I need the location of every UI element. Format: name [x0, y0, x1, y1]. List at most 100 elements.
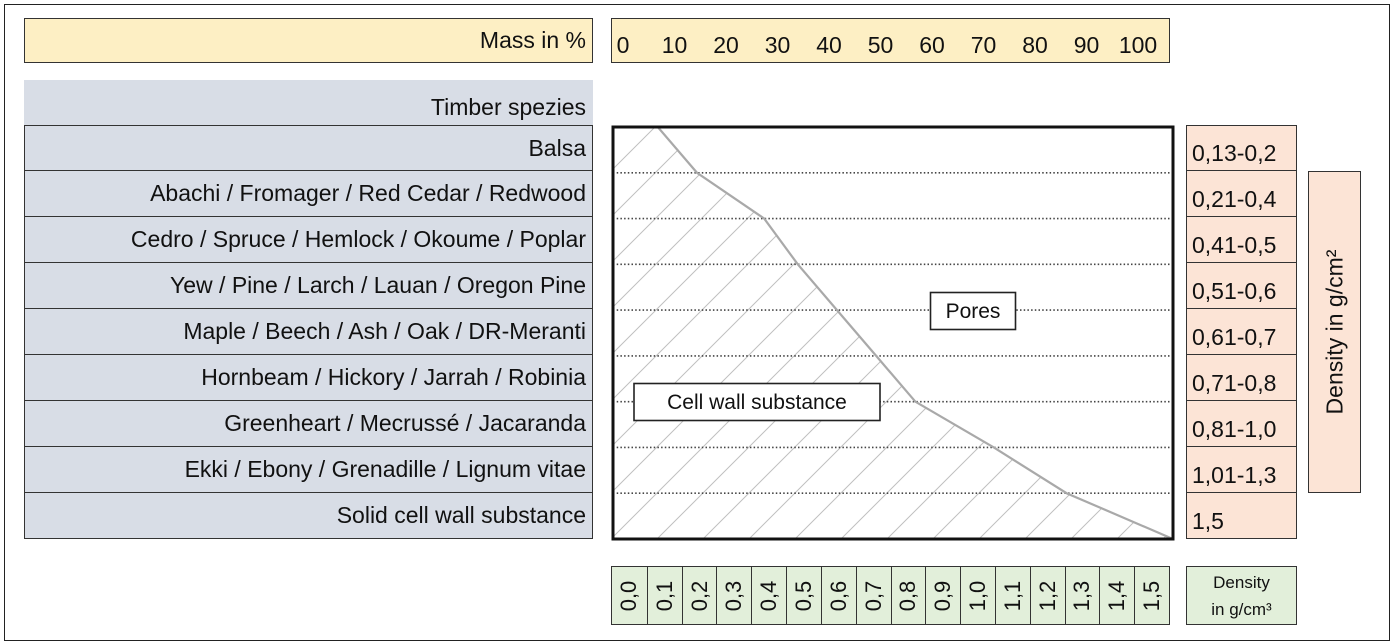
mass-axis-scale: 0 10 20 30 40 50 60 70 80 90 100 — [611, 18, 1170, 63]
density-tick: 0,0 — [612, 567, 647, 624]
density-tick: 1,1 — [994, 567, 1030, 624]
species-name: Solid cell wall substance — [336, 502, 586, 528]
density-list: 0,13-0,2 0,21-0,4 0,41-0,5 0,51-0,6 0,61… — [1186, 125, 1297, 539]
density-axis-unit-line2: in g/cm³ — [1211, 599, 1272, 619]
species-list: Balsa Abachi / Fromager / Red Cedar / Re… — [24, 125, 593, 539]
pores-label-box — [929, 291, 1017, 331]
density-value: 0,81-1,0 — [1192, 416, 1277, 442]
cell-wall-area — [613, 127, 1173, 539]
density-tick: 1,4 — [1099, 567, 1134, 624]
density-tick: 0,3 — [716, 567, 751, 624]
species-row: Hornbeam / Hickory / Jarrah / Robinia — [24, 355, 593, 401]
density-tick-label: 0,7 — [860, 580, 886, 611]
density-tick: 1,0 — [960, 567, 995, 624]
density-tick-label: 0,0 — [616, 580, 642, 611]
figure-frame — [4, 4, 1390, 641]
pores-label: Pores — [946, 300, 1001, 323]
species-row: Maple / Beech / Ash / Oak / DR-Meranti — [24, 309, 593, 355]
density-tick: 0,1 — [646, 567, 682, 624]
mass-axis-label: Mass in % — [24, 18, 593, 63]
density-tick-label: 1,0 — [965, 580, 991, 611]
species-row: Greenheart / Mecrussé / Jacaranda — [24, 401, 593, 447]
species-name: Hornbeam / Hickory / Jarrah / Robinia — [201, 364, 586, 390]
density-tick: 1,5 — [1134, 567, 1169, 624]
mass-tick-label: 70 — [970, 32, 997, 58]
cell-wall-label: Cell wall substance — [667, 391, 847, 414]
density-tick: 0,7 — [855, 567, 891, 624]
species-name: Ekki / Ebony / Grenadille / Lignum vitae — [184, 456, 586, 482]
mass-tick-label: 10 — [661, 32, 688, 58]
density-value: 0,61-0,7 — [1192, 324, 1277, 350]
species-header: Timber spezies — [24, 80, 593, 126]
density-tick-label: 0,4 — [756, 580, 782, 611]
chart-border — [611, 125, 1175, 541]
mass-tick-label: 0 — [616, 32, 630, 58]
density-tick: 1,3 — [1064, 567, 1100, 624]
density-cell: 1,01-1,3 — [1186, 447, 1297, 493]
density-tick: 1,2 — [1029, 567, 1065, 624]
density-value: 1,5 — [1192, 508, 1224, 534]
species-row: Balsa — [24, 125, 593, 171]
mass-tick-label: 40 — [816, 32, 842, 58]
density-tick: 0,4 — [751, 567, 786, 624]
species-name: Abachi / Fromager / Red Cedar / Redwood — [150, 180, 586, 206]
density-tick-label: 0,6 — [825, 580, 851, 611]
density-value: 0,21-0,4 — [1192, 186, 1277, 212]
density-cell: 1,5 — [1186, 493, 1297, 539]
species-name: Greenheart / Mecrussé / Jacaranda — [224, 410, 586, 436]
density-cell: 0,21-0,4 — [1186, 171, 1297, 217]
density-axis-unit: Density in g/cm³ — [1186, 566, 1297, 625]
cell-wall-label-box — [633, 382, 881, 422]
density-tick-label: 1,3 — [1069, 580, 1095, 611]
species-row: Yew / Pine / Larch / Lauan / Oregon Pine — [24, 263, 593, 309]
density-tick-label: 1,2 — [1034, 580, 1060, 611]
density-tick: 0,8 — [890, 567, 926, 624]
density-tick-label: 1,1 — [999, 580, 1025, 611]
density-tick: 0,5 — [786, 567, 821, 624]
density-tick: 0,9 — [925, 567, 960, 624]
species-row: Solid cell wall substance — [24, 493, 593, 539]
mass-tick-label: 90 — [1073, 32, 1100, 58]
density-value: 0,71-0,8 — [1192, 370, 1277, 396]
species-name: Yew / Pine / Larch / Lauan / Oregon Pine — [170, 272, 586, 298]
species-name: Cedro / Spruce / Hemlock / Okoume / Popl… — [130, 226, 586, 252]
mass-axis-label-text: Mass in % — [479, 27, 586, 53]
density-tick-label: 1,5 — [1139, 580, 1165, 611]
density-cell: 0,51-0,6 — [1186, 263, 1297, 309]
density-title: Density in g/cm² — [1308, 171, 1361, 493]
species-row: Cedro / Spruce / Hemlock / Okoume / Popl… — [24, 217, 593, 263]
mass-tick-label: 60 — [919, 32, 945, 58]
density-value: 0,13-0,2 — [1192, 140, 1277, 166]
density-tick-label: 0,8 — [895, 580, 921, 611]
density-tick-label: 0,2 — [686, 580, 712, 611]
mass-tick-label: 20 — [713, 32, 739, 58]
species-name: Balsa — [528, 134, 586, 161]
density-tick-label: 0,1 — [651, 580, 677, 611]
species-row: Abachi / Fromager / Red Cedar / Redwood — [24, 171, 593, 217]
density-cell: 0,61-0,7 — [1186, 309, 1297, 355]
mass-tick-label: 50 — [867, 32, 894, 58]
density-value: 0,51-0,6 — [1192, 278, 1277, 304]
density-axis-unit-line1: Density — [1213, 572, 1270, 592]
mass-tick-label: 100 — [1118, 32, 1158, 58]
density-tick-label: 1,4 — [1104, 580, 1130, 611]
density-value: 1,01-1,3 — [1192, 462, 1277, 488]
mass-density-chart: Pores Cell wall substance — [611, 125, 1175, 541]
species-row: Ekki / Ebony / Grenadille / Lignum vitae — [24, 447, 593, 493]
boundary-line — [656, 126, 1174, 541]
density-cell: 0,81-1,0 — [1186, 401, 1297, 447]
species-name: Maple / Beech / Ash / Oak / DR-Meranti — [183, 318, 586, 344]
density-cell: 0,71-0,8 — [1186, 355, 1297, 401]
density-cell: 0,41-0,5 — [1186, 217, 1297, 263]
density-tick: 0,6 — [820, 567, 856, 624]
density-title-text: Density in g/cm² — [1321, 249, 1347, 415]
density-tick-label: 0,9 — [930, 580, 956, 611]
density-tick-label: 0,3 — [721, 580, 747, 611]
species-header-text: Timber spezies — [430, 94, 586, 120]
mass-tick-label: 30 — [764, 32, 791, 58]
density-tick: 0,2 — [681, 567, 717, 624]
density-tick-label: 0,5 — [790, 580, 816, 611]
density-cell: 0,13-0,2 — [1186, 125, 1297, 171]
mass-tick-label: 80 — [1022, 32, 1048, 58]
density-axis: 0,0 0,1 0,2 0,3 0,4 0,5 0,6 0,7 0,8 0,9 1,0 1,1 1,2 1… — [611, 566, 1170, 625]
